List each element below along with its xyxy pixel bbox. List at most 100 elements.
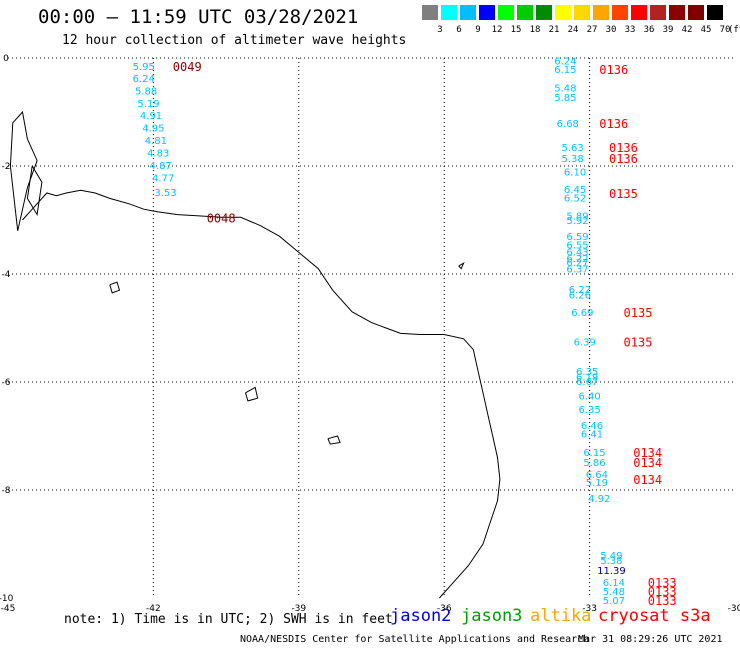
pass-number-label: 0136 bbox=[599, 63, 628, 77]
map-subtitle: 12 hour collection of altimeter wave hei… bbox=[62, 33, 407, 48]
wave-height-value: 6.19 bbox=[576, 373, 598, 384]
wave-height-value: 6.41 bbox=[581, 429, 603, 440]
legend-swatch bbox=[669, 5, 685, 20]
wave-height-value: 4.92 bbox=[588, 494, 610, 505]
legend-unit: (ft) bbox=[728, 25, 740, 35]
legend-label: 39 bbox=[662, 25, 674, 35]
satellite-legend-entry: cryosat s3a bbox=[598, 606, 711, 626]
wave-height-value: 5.48 bbox=[554, 84, 576, 95]
legend-swatch bbox=[460, 5, 476, 20]
coastline-island bbox=[327, 435, 341, 445]
pass-number-label: 0133 bbox=[648, 585, 677, 599]
coastline bbox=[9, 110, 501, 599]
wave-height-value: 5.86 bbox=[583, 458, 605, 469]
wave-height-value: 6.35 bbox=[578, 405, 600, 416]
legend-swatch bbox=[707, 5, 723, 20]
wave-height-value: 3.53 bbox=[154, 188, 176, 199]
pass-number-label: 0135 bbox=[609, 187, 638, 201]
wave-height-value: 4.77 bbox=[152, 173, 174, 184]
coastline-island bbox=[109, 281, 121, 294]
wave-height-value: 6.39 bbox=[574, 338, 596, 349]
pass-number-label: 0135 bbox=[624, 306, 653, 320]
legend-label: 30 bbox=[605, 25, 617, 35]
legend-label: 6 bbox=[456, 25, 462, 35]
latitude-tick-label: -10 bbox=[0, 594, 14, 604]
pass-number-label: 0133 bbox=[648, 576, 677, 590]
legend-swatch bbox=[631, 5, 647, 20]
pass-number-label: 0049 bbox=[173, 60, 202, 74]
wave-height-value: 6.37 bbox=[566, 265, 588, 276]
wave-height-observations: 5.956.245.885.194.914.954.814.834.874.77… bbox=[133, 57, 626, 607]
wave-height-value: 5.89 bbox=[566, 212, 588, 223]
wave-height-value: 6.55 bbox=[566, 240, 588, 251]
longitude-tick-label: -39 bbox=[291, 604, 306, 614]
map-title: 00:00 – 11:59 UTC 03/28/2021 bbox=[38, 6, 359, 28]
wave-height-value: 5.63 bbox=[562, 143, 584, 154]
legend-swatch bbox=[498, 5, 514, 20]
credit-line: NOAA/NESDIS Center for Satellite Applica… bbox=[240, 634, 590, 645]
coastline-island bbox=[26, 165, 43, 217]
wave-height-value: 5.95 bbox=[133, 62, 155, 73]
wave-height-value: 4.87 bbox=[150, 161, 172, 172]
wave-height-value: 5.85 bbox=[554, 93, 576, 104]
coastline-island bbox=[245, 386, 259, 402]
legend-swatch bbox=[593, 5, 609, 20]
longitude-tick-label: -42 bbox=[146, 604, 161, 614]
wave-height-value: 6.15 bbox=[554, 65, 576, 76]
wave-height-value: 11.39 bbox=[597, 566, 626, 577]
legend-label: 42 bbox=[681, 25, 693, 35]
legend-swatch bbox=[688, 5, 704, 20]
wave-height-value: 5.38 bbox=[562, 154, 584, 165]
coastline-island bbox=[458, 262, 465, 270]
wave-height-value: 6.35 bbox=[576, 367, 598, 378]
wave-height-value: 6.52 bbox=[564, 193, 586, 204]
longitude-tick-label: -33 bbox=[582, 604, 597, 614]
wave-height-value: 4.95 bbox=[142, 124, 164, 135]
wave-height-value: 6.64 bbox=[586, 470, 608, 481]
legend-swatch bbox=[422, 5, 438, 20]
wave-height-value: 6.59 bbox=[566, 232, 588, 243]
longitude-tick-label: -36 bbox=[437, 604, 452, 614]
wave-height-value: 6.24 bbox=[554, 57, 576, 68]
legend-swatch bbox=[612, 5, 628, 20]
wave-height-value: 5.88 bbox=[135, 86, 157, 97]
latitude-tick-label: -6 bbox=[2, 378, 11, 388]
generation-timestamp: Mar 31 08:29:26 UTC 2021 bbox=[578, 634, 723, 645]
wave-height-value: 5.92 bbox=[566, 216, 588, 227]
wave-height-value: 6.22 bbox=[566, 254, 588, 265]
wave-height-value: 5.48 bbox=[603, 587, 625, 598]
legend-label: 12 bbox=[491, 25, 503, 35]
longitude-tick-label: -45 bbox=[1, 604, 16, 614]
legend-label: 21 bbox=[548, 25, 560, 35]
satellite-legend-entry: jason3 bbox=[461, 606, 523, 626]
pass-number-label: 0134 bbox=[633, 456, 662, 470]
wave-height-value: 5.07 bbox=[603, 596, 625, 607]
pass-number-label: 0136 bbox=[609, 141, 638, 155]
legend-swatch bbox=[441, 5, 457, 20]
legend-label: 33 bbox=[624, 25, 636, 35]
legend-swatch bbox=[574, 5, 590, 20]
footer-note: note: 1) Time is in UTC; 2) SWH is in fe… bbox=[64, 612, 393, 627]
wave-height-value: 4.81 bbox=[145, 136, 167, 147]
wave-height-value: 4.91 bbox=[140, 111, 162, 122]
latitude-tick-label: -4 bbox=[2, 270, 11, 280]
legend-label: 36 bbox=[643, 25, 655, 35]
pass-number-label: 0136 bbox=[599, 117, 628, 131]
legend-label: 9 bbox=[475, 25, 481, 35]
wave-height-value: 6.24 bbox=[133, 74, 155, 85]
wave-height-value: 6.10 bbox=[564, 167, 586, 178]
pass-number-label: 0133 bbox=[648, 594, 677, 608]
wave-height-value: 6.68 bbox=[557, 119, 579, 130]
legend-swatch bbox=[555, 5, 571, 20]
coastline-mainland bbox=[22, 189, 501, 599]
legend-label: 18 bbox=[529, 25, 541, 35]
pass-number-label: 0134 bbox=[633, 446, 662, 460]
latitude-tick-label: -8 bbox=[2, 486, 11, 496]
legend-label: 15 bbox=[510, 25, 522, 35]
pass-number-label: 0134 bbox=[633, 473, 662, 487]
wave-height-value: 6.45 bbox=[564, 185, 586, 196]
wave-height-value: 6.67 bbox=[576, 377, 598, 388]
legend-swatch bbox=[517, 5, 533, 20]
legend-label: 45 bbox=[700, 25, 712, 35]
